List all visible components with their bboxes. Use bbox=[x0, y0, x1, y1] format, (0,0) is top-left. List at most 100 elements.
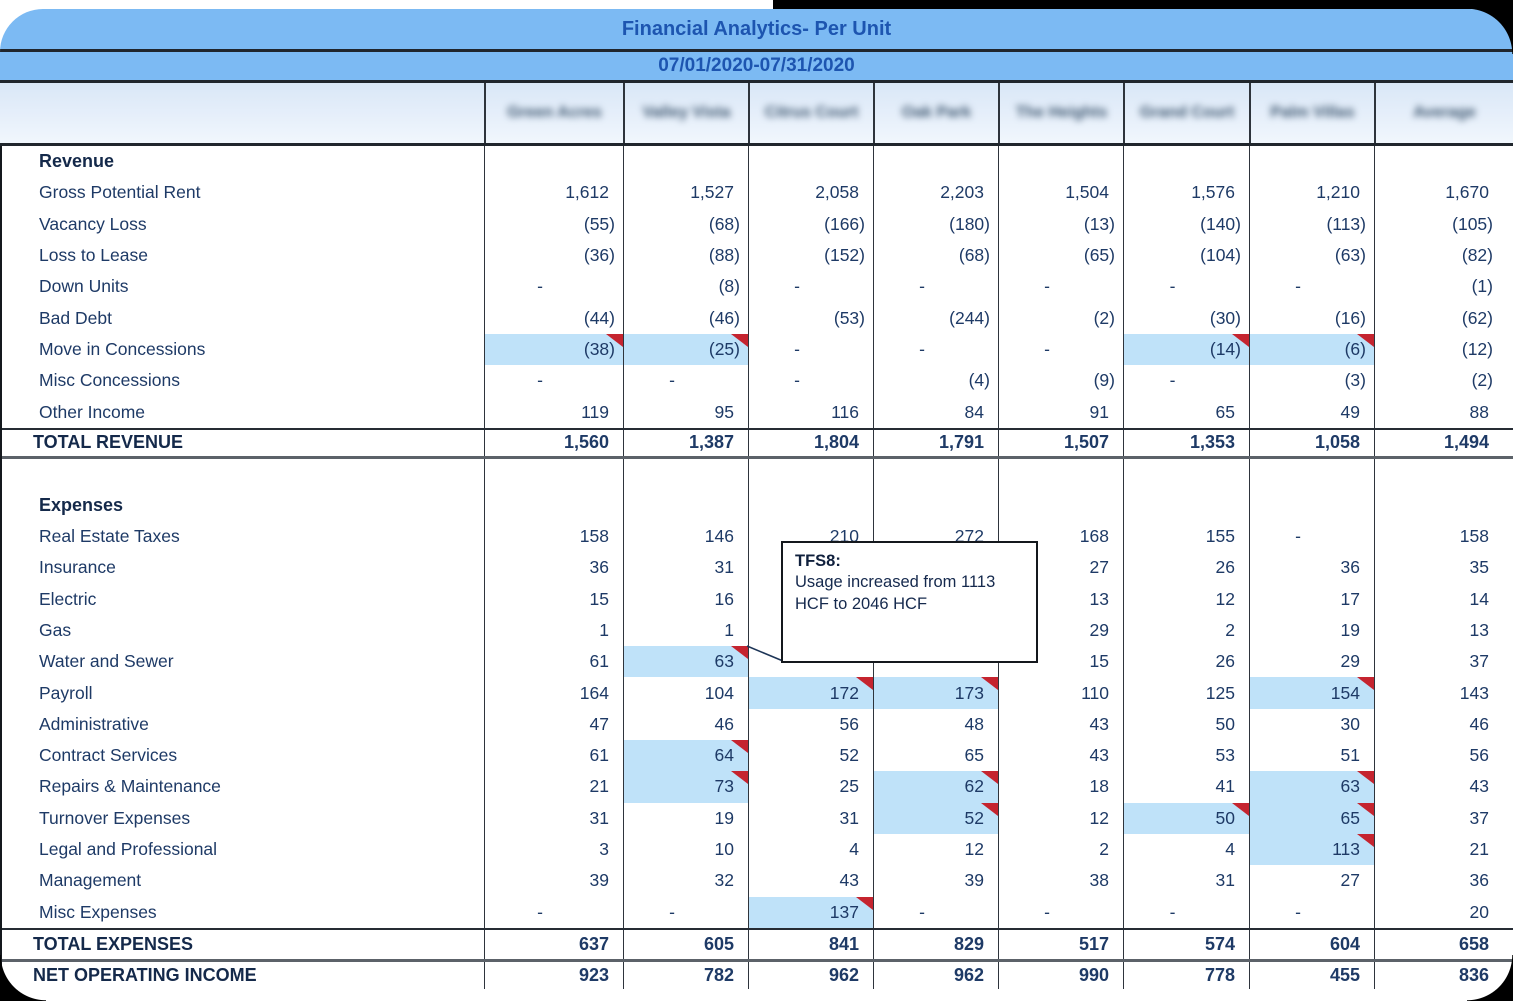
value-cell[interactable]: 36 bbox=[484, 552, 623, 584]
value-cell[interactable]: 31 bbox=[623, 552, 748, 584]
value-cell[interactable]: 26 bbox=[1123, 552, 1249, 584]
value-cell[interactable]: - bbox=[873, 271, 998, 303]
value-cell[interactable]: - bbox=[873, 896, 998, 928]
value-cell[interactable]: 26 bbox=[1123, 646, 1249, 678]
value-cell[interactable]: 13 bbox=[1374, 614, 1513, 647]
row-label[interactable]: Administrative bbox=[39, 713, 149, 734]
value-cell[interactable]: 158 bbox=[1374, 520, 1513, 553]
value-cell[interactable]: - bbox=[998, 271, 1123, 303]
value-cell[interactable]: 43 bbox=[748, 865, 873, 897]
value-cell[interactable]: 1,804 bbox=[748, 429, 873, 456]
value-cell[interactable]: 38 bbox=[998, 865, 1123, 897]
value-cell[interactable]: 21 bbox=[1374, 833, 1513, 866]
row-label[interactable]: Move in Concessions bbox=[39, 338, 206, 359]
value-cell[interactable]: (4) bbox=[873, 365, 998, 397]
value-cell[interactable]: (16) bbox=[1249, 302, 1374, 334]
value-cell[interactable] bbox=[873, 458, 998, 490]
value-cell[interactable]: 154 bbox=[1249, 677, 1374, 709]
row-label[interactable]: Payroll bbox=[39, 682, 93, 703]
value-cell[interactable]: 43 bbox=[998, 708, 1123, 741]
value-cell[interactable]: 836 bbox=[1374, 961, 1513, 989]
value-cell[interactable]: 455 bbox=[1249, 961, 1374, 989]
value-cell[interactable]: 63 bbox=[623, 646, 748, 678]
value-cell[interactable]: 168 bbox=[998, 520, 1123, 553]
value-cell[interactable]: (46) bbox=[623, 302, 748, 334]
value-cell[interactable]: 61 bbox=[484, 740, 623, 772]
value-cell[interactable]: (2) bbox=[1374, 365, 1513, 397]
row-label[interactable]: Legal and Professional bbox=[39, 839, 218, 860]
value-cell[interactable] bbox=[998, 458, 1123, 490]
value-cell[interactable]: 73 bbox=[623, 771, 748, 803]
value-cell[interactable]: 125 bbox=[1123, 677, 1249, 709]
value-cell[interactable]: 61 bbox=[484, 646, 623, 678]
value-cell[interactable] bbox=[484, 489, 623, 521]
value-cell[interactable]: (105) bbox=[1374, 208, 1513, 240]
value-cell[interactable]: 62 bbox=[873, 771, 998, 803]
value-cell[interactable]: 50 bbox=[1123, 802, 1249, 834]
value-cell[interactable]: (44) bbox=[484, 302, 623, 334]
row-label[interactable]: Gross Potential Rent bbox=[39, 182, 201, 203]
value-cell[interactable]: (55) bbox=[484, 208, 623, 240]
value-cell[interactable]: (36) bbox=[484, 239, 623, 272]
row-label[interactable]: Bad Debt bbox=[39, 307, 112, 328]
row-label[interactable]: Repairs & Maintenance bbox=[39, 776, 221, 797]
value-cell[interactable]: - bbox=[748, 333, 873, 366]
value-cell[interactable]: (12) bbox=[1374, 333, 1513, 366]
value-cell[interactable]: - bbox=[1249, 520, 1374, 553]
value-cell[interactable]: (14) bbox=[1123, 333, 1249, 366]
value-cell[interactable]: (152) bbox=[748, 239, 873, 272]
value-cell[interactable]: - bbox=[484, 271, 623, 303]
value-cell[interactable]: 32 bbox=[623, 865, 748, 897]
value-cell[interactable]: 172 bbox=[748, 677, 873, 709]
value-cell[interactable]: 43 bbox=[998, 740, 1123, 772]
value-cell[interactable]: 84 bbox=[873, 396, 998, 428]
value-cell[interactable]: (68) bbox=[623, 208, 748, 240]
value-cell[interactable] bbox=[748, 458, 873, 490]
value-cell[interactable]: - bbox=[1123, 896, 1249, 928]
row-label[interactable]: Down Units bbox=[39, 276, 129, 297]
value-cell[interactable]: 46 bbox=[1374, 708, 1513, 741]
value-cell[interactable]: (68) bbox=[873, 239, 998, 272]
value-cell[interactable]: 64 bbox=[623, 740, 748, 772]
column-header-the-heights[interactable]: The Heights bbox=[998, 83, 1123, 143]
value-cell[interactable]: 829 bbox=[873, 929, 998, 959]
value-cell[interactable]: 1,612 bbox=[484, 177, 623, 209]
row-label[interactable]: Gas bbox=[39, 620, 72, 640]
value-cell[interactable]: 1,387 bbox=[623, 429, 748, 456]
value-cell[interactable]: 65 bbox=[873, 740, 998, 772]
value-cell[interactable]: 1,576 bbox=[1123, 177, 1249, 209]
value-cell[interactable]: 91 bbox=[998, 396, 1123, 428]
value-cell[interactable]: 63 bbox=[1249, 771, 1374, 803]
value-cell[interactable]: - bbox=[484, 896, 623, 928]
value-cell[interactable] bbox=[748, 489, 873, 521]
row-label[interactable]: Management bbox=[39, 870, 142, 891]
value-cell[interactable] bbox=[873, 146, 998, 178]
value-cell[interactable]: (53) bbox=[748, 302, 873, 334]
value-cell[interactable]: - bbox=[998, 333, 1123, 366]
value-cell[interactable]: 1,210 bbox=[1249, 177, 1374, 209]
value-cell[interactable]: 41 bbox=[1123, 771, 1249, 803]
value-cell[interactable]: 47 bbox=[484, 708, 623, 741]
row-label[interactable]: Misc Concessions bbox=[39, 370, 181, 391]
value-cell[interactable]: (62) bbox=[1374, 302, 1513, 334]
value-cell[interactable]: 36 bbox=[1374, 865, 1513, 897]
value-cell[interactable]: (180) bbox=[873, 208, 998, 240]
value-cell[interactable] bbox=[873, 489, 998, 521]
value-cell[interactable]: 29 bbox=[1249, 646, 1374, 678]
value-cell[interactable]: 841 bbox=[748, 929, 873, 959]
row-label[interactable]: Contract Services bbox=[39, 745, 178, 766]
value-cell[interactable]: (9) bbox=[998, 365, 1123, 397]
value-cell[interactable]: 1 bbox=[623, 614, 748, 647]
value-cell[interactable]: 37 bbox=[1374, 646, 1513, 678]
value-cell[interactable]: 4 bbox=[1123, 833, 1249, 866]
value-cell[interactable] bbox=[484, 146, 623, 178]
row-label[interactable]: Loss to Lease bbox=[39, 245, 148, 266]
value-cell[interactable]: 25 bbox=[748, 771, 873, 803]
column-header-green-acres[interactable]: Green Acres bbox=[484, 83, 623, 143]
value-cell[interactable]: 27 bbox=[1249, 865, 1374, 897]
value-cell[interactable]: 50 bbox=[1123, 708, 1249, 741]
value-cell[interactable] bbox=[1374, 458, 1513, 490]
value-cell[interactable]: 49 bbox=[1249, 396, 1374, 428]
value-cell[interactable]: 36 bbox=[1249, 552, 1374, 584]
value-cell[interactable]: 116 bbox=[748, 396, 873, 428]
